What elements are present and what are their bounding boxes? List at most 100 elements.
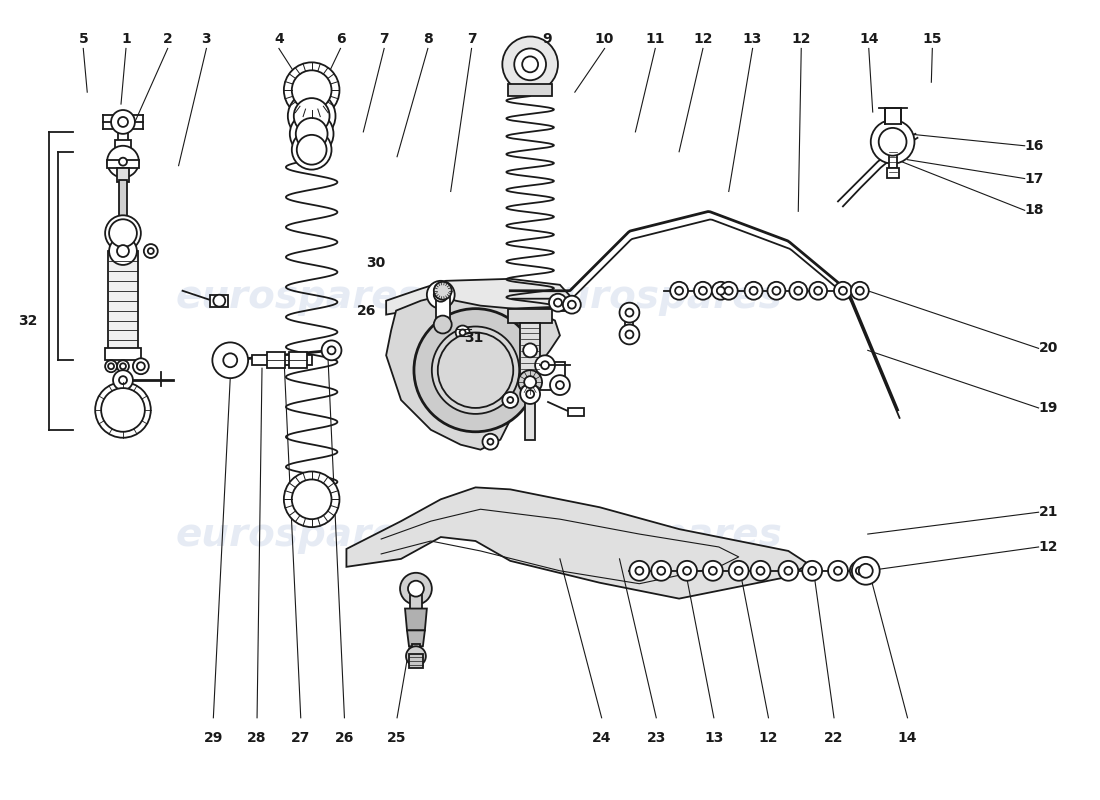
Bar [887, 168, 899, 178]
Text: 20: 20 [1038, 342, 1058, 355]
Circle shape [292, 70, 331, 110]
Circle shape [113, 370, 133, 390]
Bar [267, 352, 285, 368]
Text: 5: 5 [78, 31, 88, 46]
Circle shape [708, 567, 717, 574]
Circle shape [109, 219, 136, 247]
Circle shape [294, 98, 330, 134]
Text: 12: 12 [1038, 540, 1058, 554]
Bar [525, 394, 535, 440]
Text: 22: 22 [824, 730, 844, 745]
Text: 23: 23 [647, 730, 666, 745]
Text: 18: 18 [1025, 203, 1044, 218]
Circle shape [675, 286, 683, 294]
Circle shape [520, 384, 540, 404]
Circle shape [694, 282, 712, 300]
Circle shape [834, 282, 851, 300]
Bar [116, 140, 131, 150]
Circle shape [107, 146, 139, 178]
Circle shape [106, 215, 141, 251]
Text: 14: 14 [859, 31, 879, 46]
Text: 21: 21 [1038, 506, 1058, 519]
Circle shape [851, 282, 869, 300]
Text: eurospares: eurospares [537, 516, 782, 554]
Circle shape [144, 244, 157, 258]
Bar [410, 586, 422, 609]
Text: 6: 6 [336, 31, 345, 46]
Circle shape [779, 561, 799, 581]
Bar [210, 294, 229, 306]
Bar [889, 142, 896, 170]
Circle shape [438, 333, 514, 408]
Circle shape [433, 315, 452, 334]
Text: 16: 16 [1025, 138, 1044, 153]
Circle shape [859, 564, 872, 578]
Text: 25: 25 [387, 730, 407, 745]
Text: 1: 1 [121, 31, 131, 46]
Circle shape [750, 561, 770, 581]
Circle shape [717, 286, 725, 294]
Text: eurospares: eurospares [537, 278, 782, 316]
Circle shape [554, 298, 562, 306]
Bar [540, 362, 565, 390]
Bar [884, 108, 901, 124]
Text: 30: 30 [366, 256, 386, 270]
Bar [568, 408, 584, 416]
Text: 7: 7 [466, 31, 476, 46]
Circle shape [749, 286, 758, 294]
Circle shape [856, 567, 864, 574]
Circle shape [483, 434, 498, 450]
Circle shape [147, 248, 154, 254]
Circle shape [658, 567, 666, 574]
Circle shape [518, 370, 542, 394]
Circle shape [328, 346, 336, 354]
Circle shape [526, 390, 535, 398]
Bar [520, 322, 540, 380]
Circle shape [433, 282, 452, 300]
Circle shape [111, 110, 135, 134]
Text: 26: 26 [356, 304, 376, 318]
Text: 24: 24 [592, 730, 612, 745]
Circle shape [525, 376, 536, 388]
Circle shape [120, 363, 127, 370]
Circle shape [288, 92, 336, 140]
Circle shape [549, 294, 566, 312]
Circle shape [619, 325, 639, 344]
Circle shape [522, 57, 538, 72]
Text: 28: 28 [248, 730, 267, 745]
Text: 29: 29 [204, 730, 223, 745]
Circle shape [757, 567, 764, 574]
Circle shape [725, 286, 733, 294]
Polygon shape [346, 487, 808, 598]
Text: 9: 9 [542, 31, 552, 46]
Bar [106, 348, 141, 360]
Text: 32: 32 [18, 314, 37, 327]
Circle shape [212, 342, 249, 378]
Circle shape [406, 646, 426, 666]
Circle shape [460, 330, 465, 335]
Bar [107, 160, 139, 168]
Circle shape [828, 561, 848, 581]
Polygon shape [407, 630, 425, 646]
Circle shape [719, 282, 738, 300]
Circle shape [834, 567, 842, 574]
Bar [626, 313, 634, 334]
Text: eurospares: eurospares [176, 516, 421, 554]
Circle shape [292, 130, 331, 170]
Text: 11: 11 [646, 31, 666, 46]
Circle shape [296, 118, 328, 150]
Circle shape [284, 471, 340, 527]
Text: 8: 8 [424, 31, 432, 46]
Bar [118, 124, 128, 142]
Text: 17: 17 [1025, 171, 1044, 186]
Circle shape [619, 302, 639, 322]
Circle shape [698, 286, 707, 294]
Circle shape [427, 281, 454, 309]
Circle shape [802, 561, 822, 581]
Text: 19: 19 [1038, 401, 1058, 415]
Text: 27: 27 [292, 730, 310, 745]
Text: 14: 14 [898, 730, 917, 745]
Circle shape [670, 282, 688, 300]
Circle shape [109, 237, 136, 265]
Circle shape [879, 128, 906, 156]
